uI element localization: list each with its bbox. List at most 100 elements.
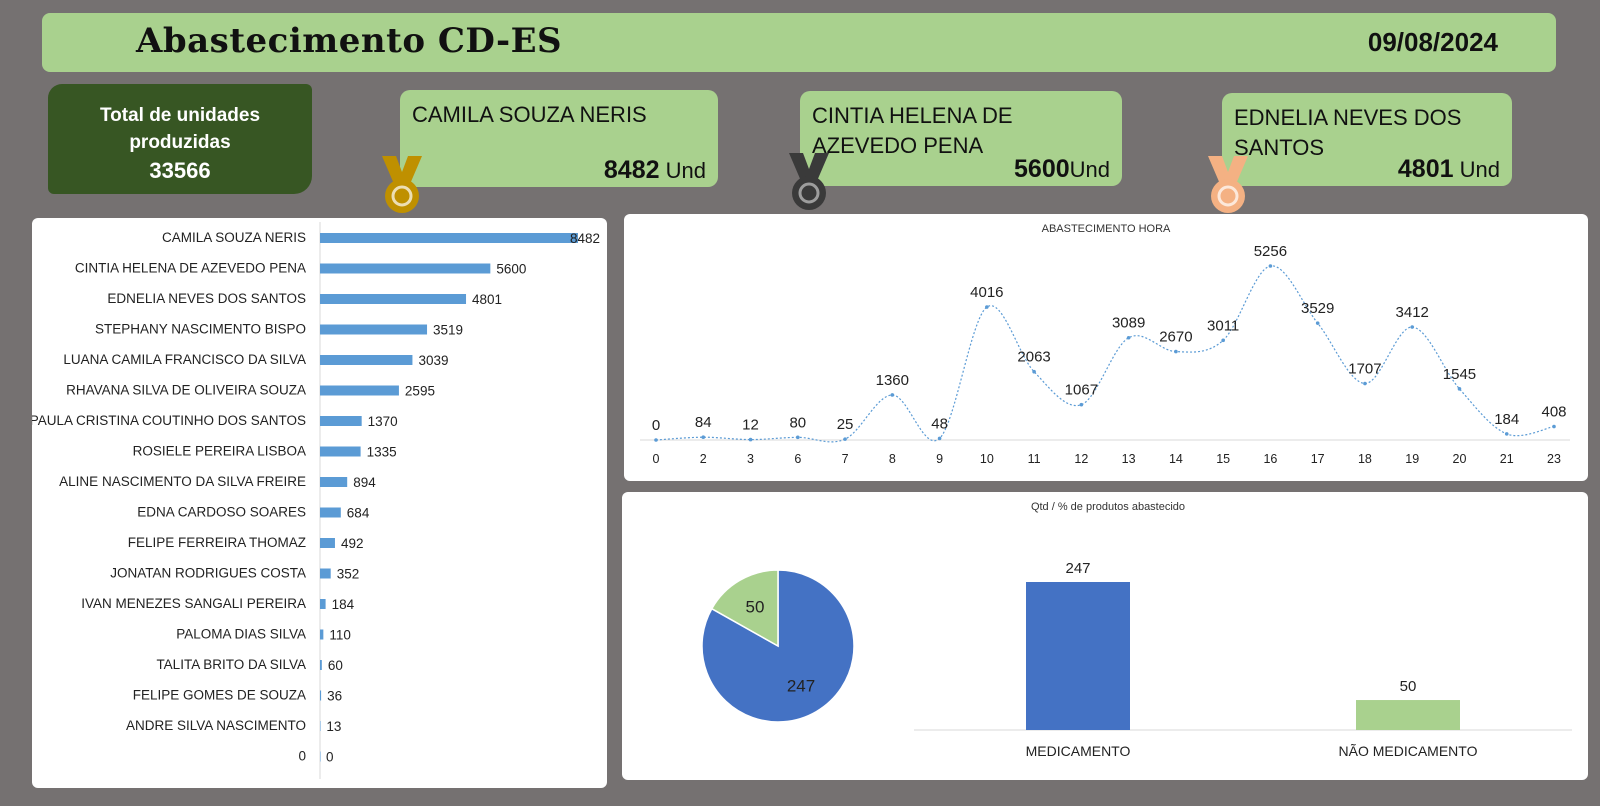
rank-value-label: 2595 [405,384,435,399]
hourly-tick-label: 14 [1169,452,1183,466]
rank-category-label: ANDRE SILVA NASCIMENTO [126,718,306,733]
rank-value-label: 4801 [472,292,502,307]
podium-name-3: EDNELIA NEVES DOS SANTOS [1234,105,1462,160]
rank-bar [320,507,341,518]
hourly-point [1363,381,1367,386]
hourly-value-label: 80 [789,414,806,431]
rank-category-label: FELIPE FERREIRA THOMAZ [128,535,306,550]
hourly-tick-label: 2 [700,452,707,466]
rank-bar [320,355,413,365]
hourly-point [937,436,942,441]
rank-category-label: PAULA CRISTINA COUTINHO DOS SANTOS [32,413,306,428]
hourly-value-label: 4016 [970,284,1003,301]
silver-medal-icon [789,153,829,210]
hourly-tick-label: 8 [889,452,896,466]
hourly-value-label: 12 [742,417,759,434]
rank-bar [320,446,361,457]
products-bar-value: 247 [1065,560,1090,577]
ranking-panel: CAMILA SOUZA NERIS 8482 CINTIA HELENA DE A… [30,218,607,788]
hourly-value-label: 5256 [1254,243,1287,260]
rank-category-label: ROSIELE PEREIRA LISBOA [133,444,306,459]
hourly-tick-label: 12 [1074,452,1088,466]
products-panel: Qtd / % de produtos abastecido 247 50 247 M… [622,492,1588,780]
hourly-tick-label: 10 [980,452,994,466]
header-banner: Abastecimento CD-ES 09/08/2024 [42,13,1556,72]
hourly-value-label: 3412 [1396,304,1429,321]
rank-bar [320,416,362,426]
rank-value-label: 8482 [570,231,600,246]
hourly-value-label: 3089 [1112,315,1145,332]
rank-bar [320,477,348,487]
hourly-value-label: 408 [1541,403,1566,420]
pie-value-label: 247 [787,676,815,695]
total-units-label: Total de unidades produzidas [99,105,261,153]
rank-bar [320,629,324,640]
hourly-chart-title: ABASTECIMENTO HORA [1042,223,1171,235]
hourly-value-label: 48 [931,415,948,432]
products-chart-title: Qtd / % de produtos abastecido [1031,501,1185,513]
rank-bar [320,568,331,579]
hourly-tick-label: 20 [1453,452,1467,466]
rank-bar [320,660,322,670]
rank-bar [320,690,322,701]
hourly-point [654,438,658,442]
rank-category-label: JONATAN RODRIGUES COSTA [110,566,306,581]
podium-card-1: CAMILA SOUZA NERIS 8482 Und [400,90,718,187]
products-bar-value: 50 [1400,678,1417,695]
total-units-card: Total de unidades produzidas 33566 [48,84,312,194]
hourly-point [701,435,706,440]
rank-value-label: 1335 [367,445,397,460]
hourly-tick-label: 6 [794,452,801,466]
hourly-tick-label: 0 [653,452,660,466]
report-date: 09/08/2024 [1367,27,1498,57]
rank-value-label: 352 [337,567,360,582]
rank-category-label: IVAN MENEZES SANGALI PEREIRA [81,596,306,611]
rank-value-label: 894 [353,475,376,490]
podium-value-2: 5600 [1014,155,1070,183]
podium-unit-2: Und [1069,157,1110,182]
hourly-tick-label: 13 [1122,452,1136,466]
products-category-label: NÃO MEDICAMENTO [1339,743,1478,759]
podium-amount-2: 5600Und [1014,155,1110,184]
hourly-value-label: 84 [695,414,712,431]
podium-amount-1: 8482 Und [604,156,706,185]
podium-value-1: 8482 [603,156,660,184]
rank-value-label: 36 [327,689,342,704]
bronze-medal-icon [1208,156,1248,213]
hourly-point [1410,325,1415,329]
rank-bar [320,751,321,762]
gold-medal-icon [382,156,422,213]
rank-value-label: 184 [332,597,355,612]
hourly-tick-label: 16 [1263,452,1277,466]
total-units-value: 33566 [149,158,211,183]
hourly-value-label: 1067 [1065,382,1098,399]
pie-slice [710,569,779,648]
rank-bar [320,721,321,731]
hourly-point [1504,432,1509,436]
hourly-point [1126,335,1131,340]
hourly-tick-label: 7 [842,452,849,466]
hourly-point [1315,321,1320,325]
hourly-tick-label: 18 [1358,452,1372,466]
hourly-point [843,437,847,441]
rank-value-label: 1370 [368,414,398,429]
hourly-point [1174,349,1178,354]
podium-unit-3: Und [1459,157,1500,182]
hourly-value-label: 1707 [1348,360,1381,377]
hourly-point [748,437,753,442]
podium-card-2: CINTIA HELENA DE AZEVEDO PENA 5600Und [800,91,1122,186]
hourly-tick-label: 9 [936,452,943,466]
rank-category-label: FELIPE GOMES DE SOUZA [133,688,306,703]
hourly-line-chart: ABASTECIMENTO HORA 008421238062571360848… [640,223,1570,466]
hourly-point [985,305,989,309]
hourly-tick-label: 17 [1311,452,1325,466]
rank-category-label: CAMILA SOUZA NERIS [162,230,306,245]
rank-category-label: TALITA BRITO DA SILVA [156,657,306,672]
pie-value-label: 50 [746,598,765,617]
rank-bar [320,294,467,304]
products-category-label: MEDICAMENTO [1026,743,1131,759]
rank-value-label: 492 [341,536,364,551]
podium-value-3: 4801 [1397,155,1454,183]
hourly-value-label: 1360 [876,372,909,389]
rank-value-label: 3519 [433,323,463,338]
